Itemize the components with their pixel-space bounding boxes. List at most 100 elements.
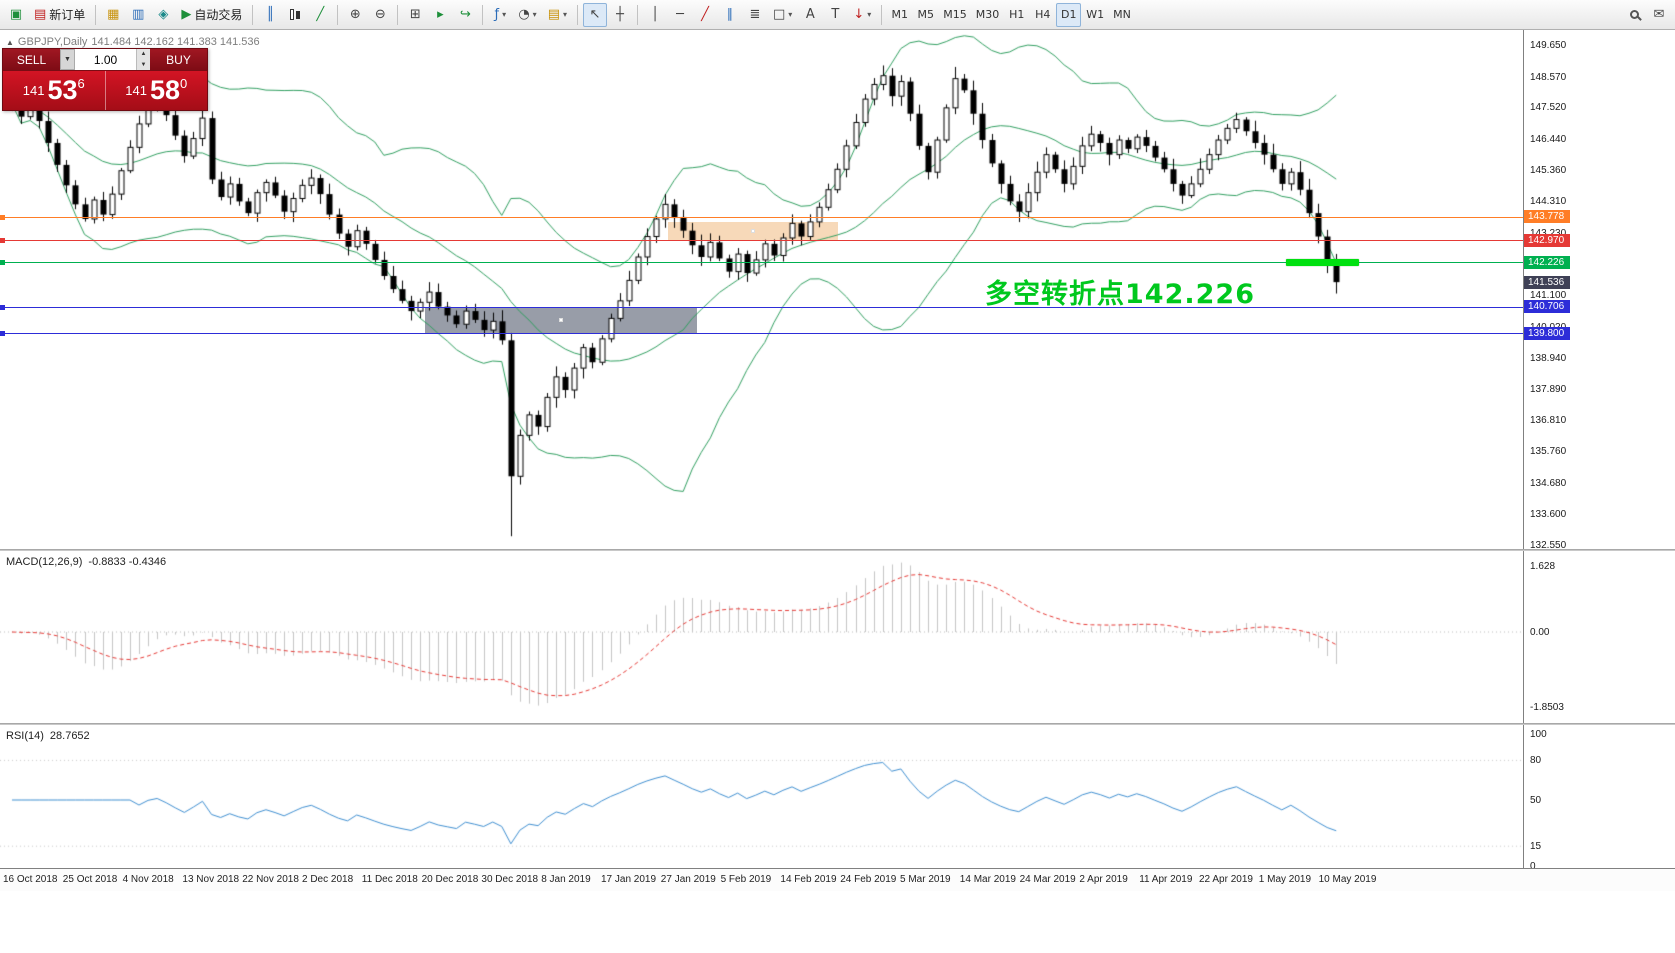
- indicators-icon: ƒ: [494, 7, 500, 22]
- macd-scale-label: 0.00: [1530, 627, 1550, 638]
- auto-trading-button[interactable]: ▶ 自动交易: [176, 3, 247, 27]
- ask-main-digits: 58: [149, 75, 180, 105]
- profiles-button[interactable]: ▦: [101, 3, 125, 27]
- arrows-tool-button[interactable]: ↓ ▾: [848, 3, 876, 27]
- sell-button[interactable]: SELL: [3, 49, 60, 70]
- timeframe-button-d1[interactable]: D1: [1056, 2, 1082, 27]
- auto-scroll-icon: ▸: [437, 7, 444, 22]
- new-order-label: 新订单: [49, 8, 86, 22]
- toolbar-separator: [252, 4, 254, 25]
- date-axis-label: 5 Feb 2019: [720, 874, 772, 885]
- ask-price[interactable]: 141 58 0: [106, 71, 208, 110]
- bar-chart-button[interactable]: ║: [258, 3, 282, 27]
- chart-window-button[interactable]: ▣: [4, 3, 28, 27]
- timeframe-button-w1[interactable]: W1: [1082, 3, 1108, 27]
- zoom-in-button[interactable]: ⊕: [343, 3, 367, 27]
- time-axis[interactable]: 16 Oct 2018 25 Oct 2018 4 Nov 2018 13 Nov 2…: [0, 869, 1675, 891]
- timeframe-button-m1[interactable]: M1: [887, 3, 912, 27]
- timeframe-group: M1 M5 M15 M30 H1 H4 D1 W1 MN: [887, 2, 1135, 27]
- templates-button[interactable]: ▤ ▾: [543, 3, 572, 27]
- vertical-line-tool-button[interactable]: │: [643, 3, 667, 27]
- navigator-icon: ◈: [158, 7, 169, 22]
- date-axis-label: 24 Feb 2019: [840, 874, 897, 885]
- price-line-badge-142.226: 142.226: [1524, 255, 1570, 269]
- trade-panel-controls: SELL ▼ ▲ ▼ BUY: [3, 49, 207, 71]
- toolbar-separator: [337, 4, 339, 25]
- rsi-scale-label: 100: [1530, 729, 1547, 740]
- line-chart-button[interactable]: ╱: [308, 3, 332, 27]
- date-axis-label: 16 Oct 2018: [3, 874, 58, 885]
- shapes-tool-button[interactable]: □ ▾: [768, 3, 797, 27]
- buy-button[interactable]: BUY: [150, 49, 207, 70]
- candlestick-chart-button[interactable]: [283, 3, 307, 27]
- periods-button[interactable]: ◔ ▾: [513, 3, 541, 27]
- new-order-button[interactable]: ▤ 新订单: [29, 3, 90, 27]
- timeframe-button-h4[interactable]: H4: [1030, 3, 1055, 27]
- symbol-name: GBPJPY,Daily: [17, 36, 88, 48]
- chart-shift-button[interactable]: ↪: [453, 3, 477, 27]
- timeframe-button-mn[interactable]: MN: [1109, 3, 1135, 27]
- cursor-tool-button[interactable]: ↖: [583, 2, 607, 27]
- tile-windows-button[interactable]: ⊞: [403, 3, 427, 27]
- price-scale[interactable]: 149.650 148.570 147.520 146.440 145.360 144.3…: [1523, 30, 1675, 872]
- crosshair-icon: ┼: [616, 7, 624, 22]
- panel-splitter[interactable]: [0, 723, 1675, 725]
- compose-message-button[interactable]: ✉: [1647, 3, 1671, 27]
- time-axis-border: [0, 868, 1675, 869]
- panel-splitter[interactable]: [0, 549, 1675, 551]
- date-axis-label: 10 May 2019: [1318, 874, 1377, 885]
- compose-icon: ✉: [1653, 7, 1665, 22]
- toolbar-separator: [637, 4, 638, 25]
- fibonacci-icon: ≣: [749, 7, 761, 22]
- trendline-tool-button[interactable]: ╱: [693, 3, 717, 27]
- zoom-out-button[interactable]: ⊖: [368, 3, 392, 27]
- horizontal-line-tool-button[interactable]: ─: [668, 3, 692, 27]
- volume-spin-down-icon[interactable]: ▼: [140, 61, 147, 68]
- date-axis-label: 1 May 2019: [1258, 874, 1312, 885]
- text-label-tool-button[interactable]: T: [823, 3, 847, 27]
- price-scale-tick: 145.360: [1530, 165, 1567, 177]
- line-chart-icon: ╱: [316, 7, 325, 22]
- volume-dropdown-button[interactable]: ▼: [60, 49, 75, 70]
- timeframe-button-h1[interactable]: H1: [1004, 3, 1029, 27]
- chart-panel: ▲ GBPJPY,Daily 141.484 142.162 141.383 1…: [0, 30, 1675, 891]
- navigator-button[interactable]: ◈: [151, 3, 175, 27]
- date-axis-label: 30 Dec 2018: [481, 874, 539, 885]
- chart-window-icon: ▣: [9, 7, 23, 22]
- volume-spin-up-icon[interactable]: ▲: [140, 51, 147, 57]
- trade-panel-prices: 141 53 6 141 58 0: [3, 71, 207, 110]
- tile-windows-icon: ⊞: [409, 7, 421, 22]
- date-axis-label: 11 Apr 2019: [1139, 874, 1193, 885]
- search-icon: [1629, 10, 1639, 19]
- crosshair-tool-button[interactable]: ┼: [608, 3, 632, 27]
- price-scale-tick: 137.890: [1530, 383, 1567, 395]
- timeframe-button-m15[interactable]: M15: [939, 3, 971, 27]
- auto-scroll-button[interactable]: ▸: [428, 3, 452, 27]
- price-scale-tick: 138.940: [1530, 353, 1567, 365]
- main-chart-canvas[interactable]: [0, 30, 1523, 549]
- rsi-indicator-label: RSI(14) 28.7652: [6, 730, 90, 742]
- bar-chart-icon: ║: [266, 7, 275, 22]
- annotation-text[interactable]: 多空转折点142.226: [985, 279, 1255, 310]
- price-scale-tick: 146.440: [1530, 133, 1567, 145]
- text-tool-icon: A: [805, 7, 815, 22]
- timeframe-button-m30[interactable]: M30: [972, 3, 1004, 27]
- macd-canvas[interactable]: [0, 551, 1523, 723]
- volume-spinner[interactable]: ▲ ▼: [136, 49, 150, 70]
- indicators-button[interactable]: ƒ ▾: [488, 3, 512, 27]
- date-axis-label: 5 Mar 2019: [900, 874, 951, 885]
- channel-tool-button[interactable]: ∥: [718, 3, 742, 27]
- toolbar-separator: [881, 4, 883, 25]
- search-button[interactable]: [1622, 3, 1646, 27]
- volume-input[interactable]: [75, 49, 136, 70]
- timeframe-button-m5[interactable]: M5: [913, 3, 938, 27]
- text-tool-button[interactable]: A: [798, 3, 822, 27]
- fibonacci-tool-button[interactable]: ≣: [743, 3, 767, 27]
- bid-price[interactable]: 141 53 6: [3, 71, 106, 110]
- price-line-badge-139.800: 139.800: [1524, 326, 1570, 340]
- rsi-value: 28.7652: [49, 730, 90, 742]
- rsi-canvas[interactable]: [0, 725, 1523, 868]
- chart-shift-icon: ↪: [459, 7, 471, 22]
- market-watch-button[interactable]: ▥: [126, 3, 150, 27]
- macd-indicator-label: MACD(12,26,9) -0.8833 -0.4346: [6, 556, 166, 568]
